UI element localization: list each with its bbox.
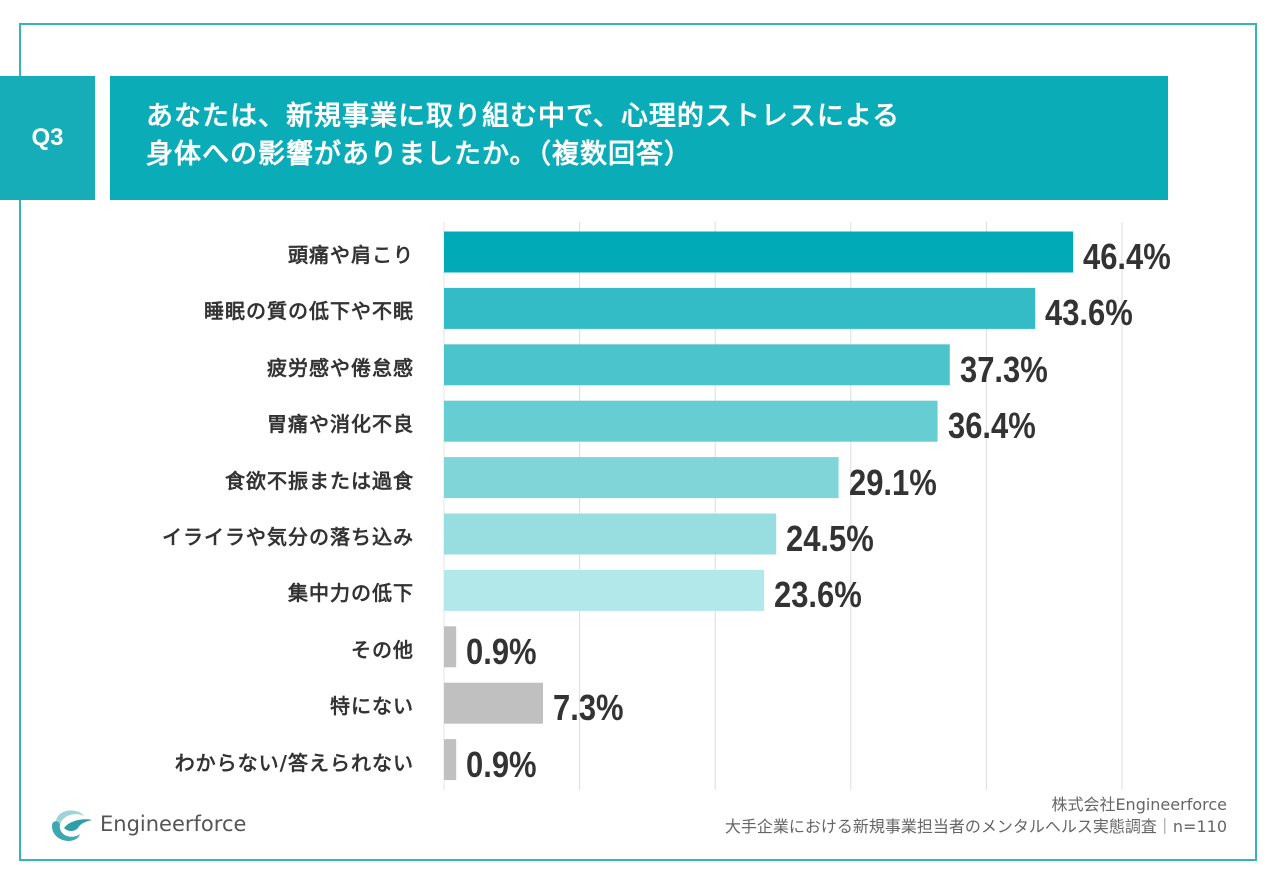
bar	[444, 682, 543, 724]
category-label: イライラや気分の落ち込み	[162, 525, 414, 549]
bar	[444, 457, 839, 499]
value-label: 46.4%	[1083, 236, 1171, 277]
bar	[444, 344, 950, 386]
category-label: その他	[351, 637, 414, 662]
category-label: 集中力の低下	[288, 581, 414, 606]
source-survey: 大手企業における新規事業担当者のメンタルヘルス実態調査｜n=110	[724, 817, 1227, 836]
bar	[444, 400, 938, 442]
bar	[444, 569, 765, 611]
bar	[444, 231, 1074, 273]
question-number: Q3	[31, 124, 64, 151]
value-label: 29.1%	[848, 461, 937, 503]
chart-frame	[19, 23, 1257, 861]
category-label: 疲労感や倦怠感	[267, 355, 414, 380]
value-label: 24.5%	[786, 518, 875, 559]
value-label: 0.9%	[466, 743, 537, 785]
source-company: 株式会社Engineerforce	[1051, 795, 1227, 814]
category-label: 睡眠の質の低下や不眠	[204, 299, 414, 324]
logo-text: Engineerforce	[100, 812, 247, 836]
question-number-badge: Q3	[0, 76, 95, 200]
category-label: 食欲不振または過食	[225, 468, 414, 493]
value-label: 43.6%	[1045, 292, 1133, 334]
bar	[444, 513, 777, 555]
category-label: 胃痛や消化不良	[267, 412, 414, 437]
question-title-line-2: 身体への影響がありましたか。（複数回答）	[146, 139, 692, 170]
bar	[444, 626, 457, 668]
source-note: 株式会社Engineerforce 大手企業における新規事業担当者のメンタルヘル…	[725, 794, 1227, 838]
category-label: 頭痛や肩こり	[288, 243, 414, 267]
value-label: 0.9%	[466, 630, 537, 672]
value-label: 23.6%	[774, 574, 862, 616]
engineerforce-logo: Engineerforce	[46, 802, 246, 846]
engineerforce-logo-icon	[52, 810, 92, 841]
category-label: わからない/答えられない	[174, 750, 414, 775]
value-label: 37.3%	[959, 348, 1048, 390]
bar	[444, 739, 457, 781]
category-label: 特にない	[330, 694, 414, 719]
value-label: 7.3%	[552, 687, 624, 729]
question-title-line-1: あなたは、新規事業に取り組む中で、心理的ストレスによる	[146, 101, 901, 132]
value-label: 36.4%	[947, 405, 1036, 447]
question-title-box: あなたは、新規事業に取り組む中で、心理的ストレスによる 身体への影響がありました…	[110, 76, 1168, 200]
bar	[444, 287, 1036, 329]
